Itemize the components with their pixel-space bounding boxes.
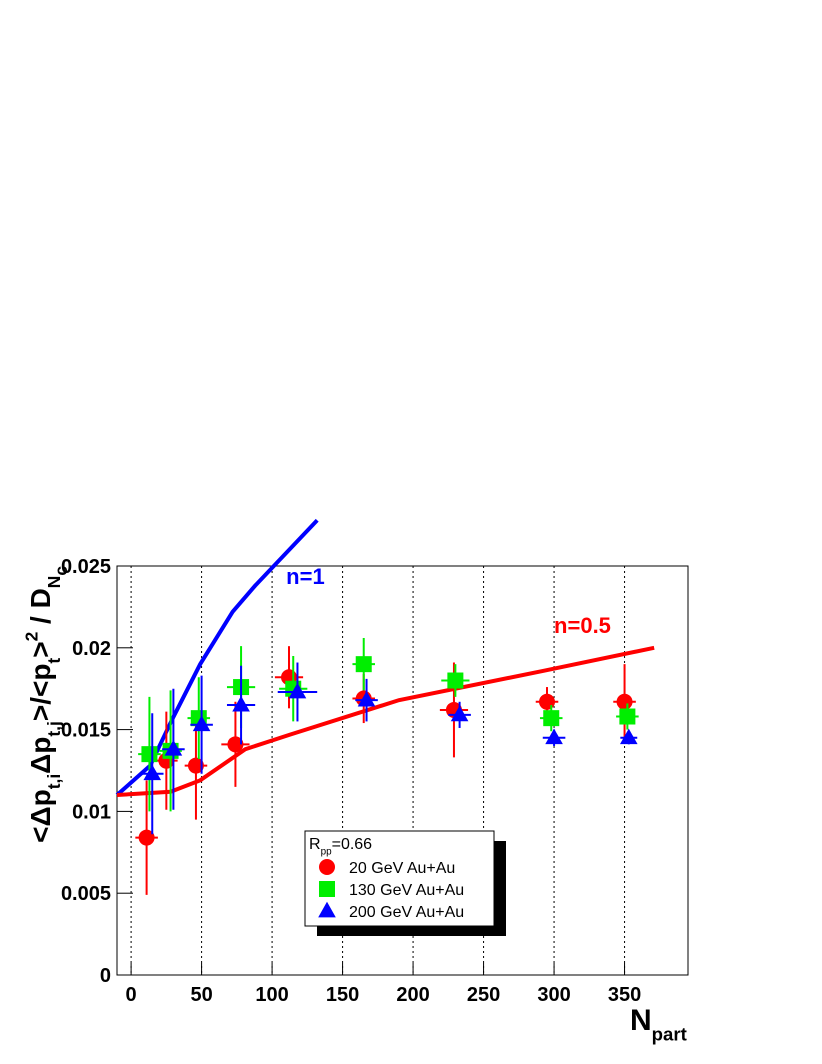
model-curve [116,645,655,798]
data-point [619,708,636,725]
legend-box [304,830,495,927]
legend-marker [319,881,335,897]
data-point [357,690,376,707]
plot-frame [116,565,689,976]
text-part: N [44,576,64,589]
x-tick-label: 100 [255,984,288,1006]
x-axis-label: Npart [630,1004,687,1045]
data-point [141,746,158,763]
x-tick-label: 150 [326,984,359,1006]
text-part: t,j [44,721,64,736]
data-point [619,728,638,745]
text-part: t [44,658,64,664]
data-point [232,695,250,712]
legend-label: 20 GeV Au+Au [349,860,455,877]
data-point [164,740,183,756]
text-part: / D [25,588,56,632]
text-part: t,i [44,774,64,789]
y-axis-label: <Δpt,iΔpt,j>/<pt>2 / DNc [21,566,70,843]
text-part: R [309,836,321,853]
y-tick-label: 0.005 [61,883,111,905]
legend-label: 130 GeV Au+Au [349,882,464,899]
text-part: >/<p [25,664,56,722]
y-tick-label: 0.02 [72,638,111,660]
x-tick-label: 350 [608,984,641,1006]
text-part: Δp [25,737,56,774]
y-tick-label: 0 [100,965,111,987]
x-tick-label: 0 [126,984,137,1006]
y-tick-label: 0.01 [72,801,111,823]
data-point [187,757,204,774]
data-point [450,705,469,722]
text-part: =0.66 [332,836,373,853]
y-tick-label: 0.015 [61,720,111,742]
text-part: 2 [21,632,41,642]
data-point [543,710,560,727]
curve-label: n=0.5 [554,613,611,638]
legend-label: 200 GeV Au+Au [349,904,464,921]
x-tick-label: 200 [396,984,429,1006]
data-point [288,682,307,699]
data-point [447,672,464,689]
data-point [143,764,162,781]
text-part: part [652,1024,687,1045]
legend-marker [318,901,336,918]
text-part: <Δp [25,789,56,843]
data-point [616,693,633,710]
y-tick-label: 0.025 [61,556,111,578]
legend-title: Rpp=0.66 [309,836,372,858]
data-point [192,715,211,732]
curve-label: n=1 [286,564,325,589]
text-part: c [51,566,71,576]
data-point [355,656,372,673]
text-part: > [25,641,56,657]
x-tick-label: 50 [190,984,212,1006]
data-point [227,736,244,753]
data-point [138,829,155,846]
data-point [539,693,556,710]
text-part: pp [321,847,333,858]
text-part: N [630,1004,652,1037]
x-tick-label: 300 [537,984,570,1006]
x-tick-label: 250 [467,984,500,1006]
data-point [545,728,563,745]
legend-marker [319,859,335,875]
